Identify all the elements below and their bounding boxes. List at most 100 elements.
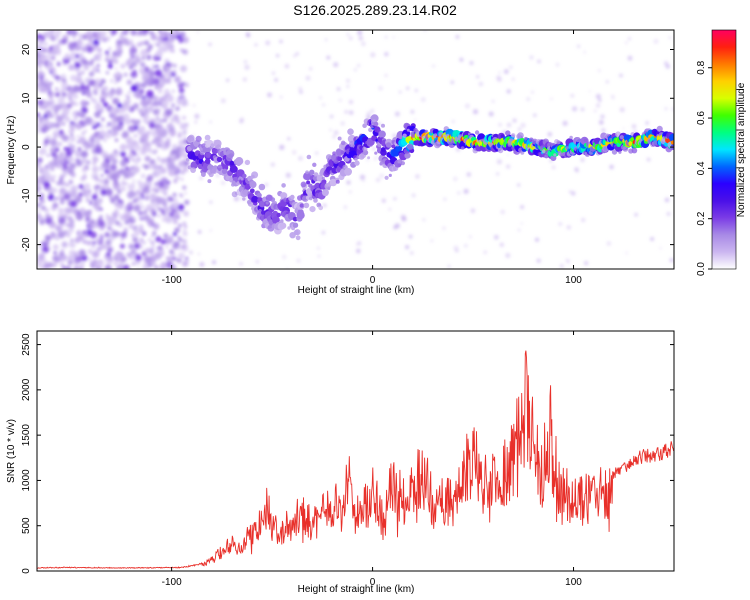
spectrogram-cell	[143, 164, 149, 170]
spectrogram-cell	[107, 247, 112, 253]
spectrogram-cell	[56, 62, 61, 67]
spectrogram-cell	[580, 157, 585, 162]
spectrogram-cell	[166, 156, 173, 164]
spectrogram-cell	[43, 181, 51, 188]
spectrogram-cell	[140, 49, 148, 57]
spectrogram-cell	[131, 158, 135, 162]
spectrogram-cell	[75, 212, 84, 221]
spectrogram-cell	[46, 85, 51, 90]
spectrogram-cell	[619, 107, 625, 113]
spectrogram-cell	[164, 73, 168, 77]
spectrogram-cells	[37, 30, 674, 269]
y-tick-label: 10	[21, 92, 32, 104]
spectrogram-cell	[258, 183, 266, 191]
spectrogram-cell	[611, 95, 614, 98]
spectrogram-cell	[93, 84, 100, 91]
spectrogram-cell	[663, 61, 669, 66]
spectrogram-cell	[182, 260, 189, 267]
spectrogram-cell	[57, 115, 64, 123]
spectrogram-cell	[138, 228, 145, 234]
spectrogram-cell	[199, 176, 203, 180]
spectrogram-cell	[464, 244, 468, 248]
spectrogram-cell	[457, 191, 461, 195]
spectrogram-cell	[40, 54, 45, 58]
spectrogram-cell	[180, 170, 185, 175]
spectrogram-cell	[120, 63, 126, 69]
spectrogram-cell	[622, 146, 629, 152]
spectrogram-cell	[125, 105, 131, 111]
spectrogram-cell	[370, 109, 375, 113]
spectrogram-cell	[370, 52, 376, 58]
spectrogram-cell	[81, 261, 85, 266]
spectrogram-cell	[520, 122, 526, 128]
spectrogram-cell	[88, 209, 92, 214]
spectrogram-cell	[536, 258, 541, 263]
spectrogram-cell	[292, 222, 299, 228]
spectrogram-cell	[70, 124, 76, 129]
spectrogram-cell	[669, 133, 674, 142]
spectrogram-cell	[162, 214, 167, 218]
spectrogram-cell	[161, 208, 164, 212]
spectrogram-cell	[149, 159, 156, 165]
spectrogram-cell	[76, 135, 80, 138]
spectrogram-cell	[609, 164, 614, 170]
spectrogram-cell	[346, 85, 349, 88]
spectrogram-cell	[128, 243, 135, 250]
spectrogram-cell	[82, 107, 87, 113]
spectrogram-cell	[362, 179, 365, 183]
spectrogram-cell	[173, 219, 178, 225]
spectrogram-cell	[205, 152, 212, 159]
spectrogram-ridge	[185, 114, 674, 241]
spectrogram-cell	[52, 174, 57, 179]
spectrogram-cell	[147, 48, 151, 52]
spectrogram-cell	[86, 92, 92, 98]
spectrogram-cell	[169, 130, 176, 137]
spectrogram-cell	[170, 198, 174, 202]
spectrogram-cell	[91, 244, 96, 249]
spectrogram-cell	[506, 153, 509, 157]
spectrogram-cell	[305, 75, 311, 81]
spectrogram-cell	[447, 265, 451, 268]
spectrogram-cell	[137, 30, 145, 36]
spectrogram-cell	[491, 100, 495, 103]
spectrogram-cell	[221, 168, 228, 175]
spectrogram-cell	[197, 252, 201, 256]
snr-x-ticks: -100 0 100	[162, 331, 582, 588]
spectrogram-cell	[340, 140, 346, 146]
spectrogram-cell	[274, 78, 278, 82]
spectrogram-cell	[258, 200, 266, 208]
spectrogram-cell	[500, 209, 505, 215]
spectrogram-cell	[115, 116, 122, 123]
spectrogram-cell	[309, 169, 315, 175]
spectrogram-cell	[85, 198, 90, 203]
spectrogram-cell	[325, 38, 328, 41]
spectrogram-cell	[88, 257, 92, 261]
spectrogram-cell	[173, 156, 177, 161]
spectrogram-cell	[580, 107, 585, 112]
spectrogram-cell	[157, 89, 163, 94]
spectrogram-cell	[150, 31, 154, 35]
spectrogram-cell	[263, 219, 268, 224]
spectrogram-cell	[180, 65, 187, 73]
spectrogram-cell	[116, 259, 121, 263]
spectrogram-cell	[172, 69, 177, 74]
spectrogram-cell	[53, 161, 59, 167]
spectrogram-cell	[123, 30, 130, 34]
colorbar-label: Normalized spectral amplitude	[736, 82, 747, 217]
spectrogram-cell	[547, 132, 552, 137]
spectrogram-cell	[671, 107, 674, 111]
spectrogram-cell	[132, 226, 136, 229]
spectrogram-cell	[512, 118, 517, 123]
spectrogram-cell	[240, 177, 244, 181]
spectrogram-cell	[140, 245, 143, 249]
spectrogram-cell	[204, 134, 211, 141]
spectrogram-cell	[568, 190, 572, 193]
spectrogram-cell	[58, 180, 64, 186]
spectrogram-cell	[600, 114, 605, 119]
spectrogram-cell	[105, 214, 109, 217]
spectrogram-cell	[99, 178, 105, 184]
spectrogram-cell	[88, 40, 94, 45]
spectrogram-cell	[299, 90, 303, 94]
spectrogram-cell	[233, 196, 240, 202]
spectrogram-cell	[61, 39, 65, 43]
